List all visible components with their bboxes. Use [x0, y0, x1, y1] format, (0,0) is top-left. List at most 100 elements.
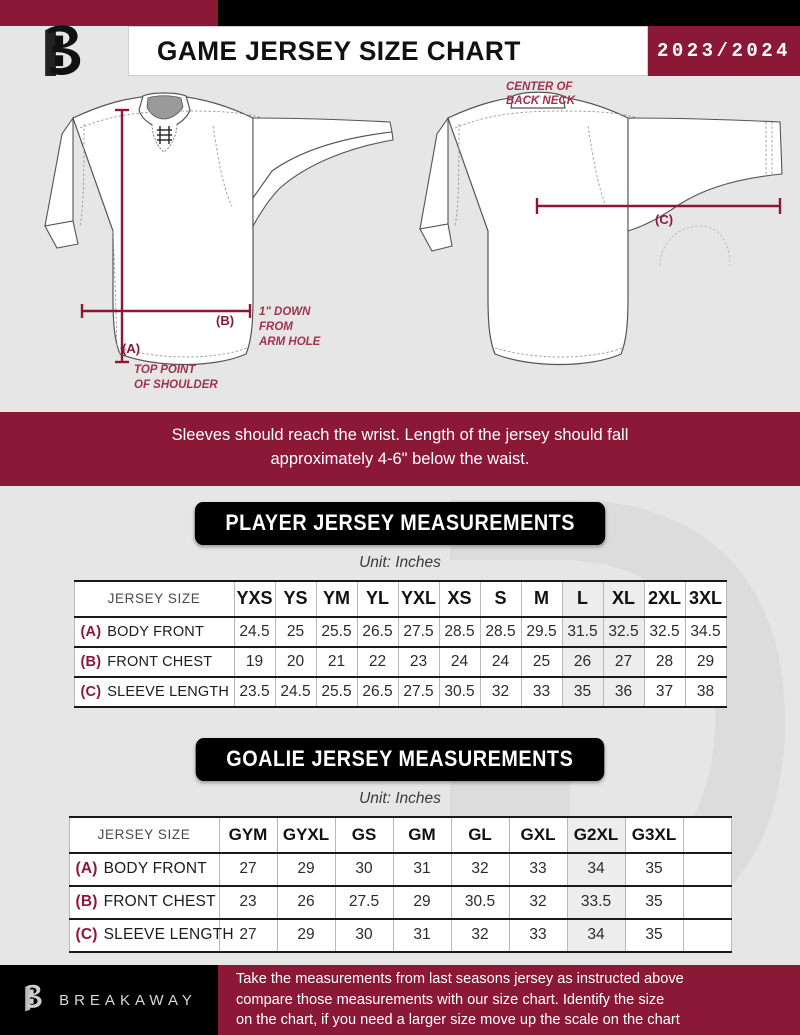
measurement-cell: 29.5	[520, 615, 563, 648]
measurement-cell: 27.5	[397, 675, 440, 708]
measurement-cell: 25	[274, 615, 317, 648]
jersey-front-illustration: (B) (A) TOP POINT OF SHOULDER 1" DOWN FR…	[44, 92, 394, 391]
measurement-cell: 35	[624, 884, 684, 920]
size-header-ym: YM	[315, 579, 358, 618]
measurement-tag: (C)	[75, 926, 98, 944]
breakaway-b-logo-icon	[25, 984, 42, 1012]
measurement-cell-empty	[682, 884, 732, 920]
measurement-cell: 32	[450, 851, 510, 887]
measurement-cell: 25	[520, 645, 563, 678]
goalie-measurements-table: JERSEY SIZE GYM GYXL GS GM GL GXL G2XL G3XL (A) B…	[68, 815, 732, 953]
size-header-xl: XL	[602, 579, 645, 618]
page-title: GAME JERSEY SIZE CHART	[157, 35, 521, 66]
size-header-g3xl: G3XL	[624, 815, 684, 854]
size-header-yl: YL	[356, 579, 399, 618]
table-row: (A) BODY FRONT 24.5 25 25.5 26.5 27.5 28.5 28.5 2…	[73, 615, 727, 648]
footer-line-2: compare those measurements with our size…	[236, 991, 665, 1008]
measurement-cell: 28.5	[479, 615, 522, 648]
note-b-line1: 1" DOWN	[259, 306, 311, 318]
size-header-yxl: YXL	[397, 579, 440, 618]
size-header-xs: XS	[438, 579, 481, 618]
measurement-cell: 33.5	[566, 884, 626, 920]
note-b-line3: ARM HOLE	[258, 336, 321, 348]
note-a-line2: OF SHOULDER	[134, 379, 218, 391]
measurement-cell: 36	[602, 675, 645, 708]
measurement-cell: 33	[508, 917, 568, 953]
measurement-cell: 35	[561, 675, 604, 708]
measurement-cell: 34	[566, 851, 626, 887]
measurement-cell-empty	[682, 917, 732, 953]
measurement-cell: 31	[392, 851, 452, 887]
size-header-gl: GL	[450, 815, 510, 854]
footer-line-3: on the chart, if you need a larger size …	[236, 1012, 680, 1029]
footer-instructions: Take the measurements from last seasons …	[218, 965, 800, 1035]
size-header-2xl: 2XL	[643, 579, 686, 618]
size-header-empty	[682, 815, 732, 854]
measurement-cell: 22	[356, 645, 399, 678]
measurement-cell: 24.5	[233, 615, 276, 648]
measurement-cell: 24	[438, 645, 481, 678]
goalie-jersey-section: GOALIE JERSEY MEASUREMENTS Unit: Inches …	[0, 722, 800, 953]
measurement-cell: 26	[561, 645, 604, 678]
measurement-cell: 34.5	[684, 615, 727, 648]
size-header-s: S	[479, 579, 522, 618]
measurement-cell: 29	[276, 851, 336, 887]
measurement-cell-empty	[682, 851, 732, 887]
measurement-cell: 24	[479, 645, 522, 678]
measurement-tag: (A)	[80, 623, 102, 640]
measurement-cell: 26.5	[356, 675, 399, 708]
player-section-title: PLAYER JERSEY MEASUREMENTS	[194, 501, 606, 545]
page-header: GAME JERSEY SIZE CHART 2023/2024	[0, 25, 800, 83]
measurement-cell: 30	[334, 851, 394, 887]
measurement-tag: (A)	[75, 860, 98, 878]
instruction-line-2: approximately 4-6" below the waist.	[270, 449, 530, 468]
measurement-cell: 32	[508, 884, 568, 920]
note-b-line2: FROM	[259, 321, 293, 333]
measurement-cell: 26.5	[356, 615, 399, 648]
size-header-m: M	[520, 579, 563, 618]
measurement-cell: 27	[602, 645, 645, 678]
footer-line-1: Take the measurements from last seasons …	[236, 970, 684, 987]
footer-brand-name: BREAKAWAY	[59, 991, 197, 1009]
goalie-section-title: GOALIE JERSEY MEASUREMENTS	[195, 737, 605, 781]
measurement-tag: (B)	[80, 653, 102, 670]
measurement-cell: 25.5	[315, 675, 358, 708]
size-header-l: L	[561, 579, 604, 618]
measurement-tag: (B)	[75, 893, 98, 911]
measure-label-a: (A)	[122, 341, 140, 356]
measurement-cell: 31	[392, 917, 452, 953]
size-header-gym: GYM	[218, 815, 278, 854]
title-plate: GAME JERSEY SIZE CHART	[128, 26, 648, 76]
measurement-cell: 35	[624, 917, 684, 953]
measurement-cell: 32	[450, 917, 510, 953]
note-c-line1: CENTER OF	[506, 81, 573, 93]
note-c-line2: BACK NECK	[506, 95, 576, 107]
player-measurements-table: JERSEY SIZE YXS YS YM YL YXL XS S M L XL 2XL 3XL (A)…	[73, 579, 727, 708]
measurement-cell: 27	[218, 851, 278, 887]
footer-logo-zone: BREAKAWAY	[0, 965, 218, 1035]
measurement-cell: 25.5	[315, 615, 358, 648]
measurement-cell: 33	[508, 851, 568, 887]
player-table-head: JERSEY SIZE YXS YS YM YL YXL XS S M L XL 2XL 3XL	[73, 579, 727, 618]
measurement-cell: 31.5	[561, 615, 604, 648]
top-strip-black	[218, 0, 800, 26]
measurement-cell: 23	[218, 884, 278, 920]
measurement-cell: 38	[684, 675, 727, 708]
measurement-cell: 33	[520, 675, 563, 708]
measurement-cell: 19	[233, 645, 276, 678]
measurement-tag: (C)	[80, 683, 102, 700]
measurement-row-label: (A) BODY FRONT	[73, 615, 235, 648]
top-color-strip	[0, 0, 800, 26]
measurement-cell: 29	[684, 645, 727, 678]
size-header-yxs: YXS	[233, 579, 276, 618]
measurement-cell: 29	[392, 884, 452, 920]
top-strip-maroon	[0, 0, 218, 26]
jersey-illustration: (B) (A) TOP POINT OF SHOULDER 1" DOWN FR…	[0, 76, 800, 412]
measurement-cell: 30	[334, 917, 394, 953]
jersey-size-header: JERSEY SIZE	[68, 815, 220, 854]
measurement-cell: 29	[276, 917, 336, 953]
measurement-cell: 37	[643, 675, 686, 708]
measurement-cell: 32.5	[602, 615, 645, 648]
goalie-table-head: JERSEY SIZE GYM GYXL GS GM GL GXL G2XL G3XL	[68, 815, 732, 854]
note-a-line1: TOP POINT	[134, 364, 196, 376]
